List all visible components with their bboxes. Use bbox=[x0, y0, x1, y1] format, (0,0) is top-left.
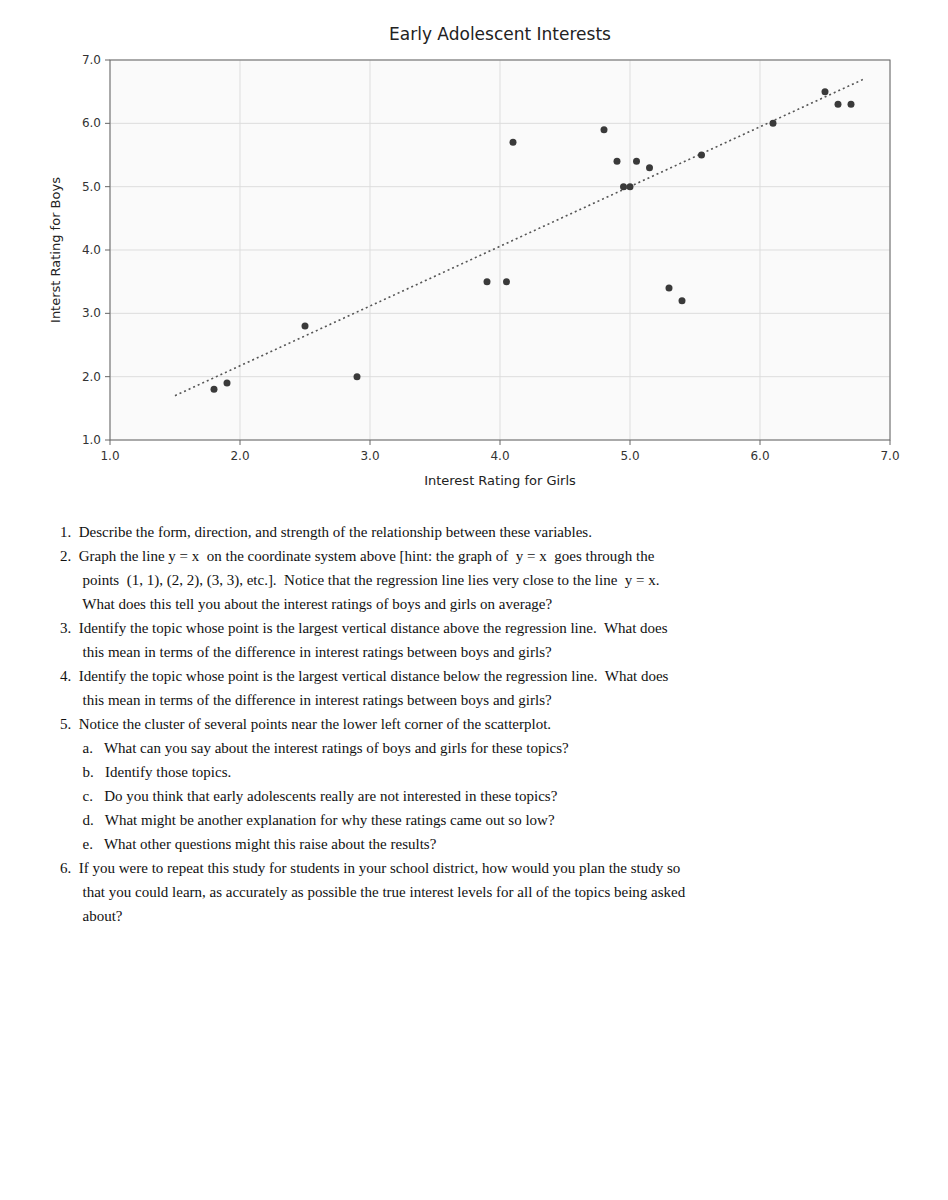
x-tick-label: 4.0 bbox=[490, 449, 509, 463]
x-tick bbox=[500, 440, 501, 445]
question-line: What does this tell you about the intere… bbox=[60, 592, 685, 616]
scatter-point bbox=[770, 120, 777, 127]
question-line: d. What might be another explanation for… bbox=[60, 808, 685, 832]
questions: 1. Describe the form, direction, and str… bbox=[60, 520, 685, 928]
x-tick bbox=[630, 440, 631, 445]
x-tick-label: 1.0 bbox=[100, 449, 119, 463]
scatter-point bbox=[848, 101, 855, 108]
question-line: this mean in terms of the difference in … bbox=[60, 640, 685, 664]
scatter-point bbox=[302, 323, 309, 330]
y-tick bbox=[105, 313, 110, 314]
scatter-point bbox=[698, 152, 705, 159]
y-axis-label: Interst Rating for Boys bbox=[48, 177, 63, 323]
x-tick bbox=[760, 440, 761, 445]
y-tick bbox=[105, 440, 110, 441]
scatter-point bbox=[510, 139, 517, 146]
question-line: 3. Identify the topic whose point is the… bbox=[60, 616, 685, 640]
y-tick bbox=[105, 250, 110, 251]
y-tick-label: 5.0 bbox=[82, 180, 101, 194]
scatter-point bbox=[666, 285, 673, 292]
points bbox=[211, 88, 855, 393]
question-line: points (1, 1), (2, 2), (3, 3), etc.]. No… bbox=[60, 568, 685, 592]
plot-area bbox=[110, 60, 890, 440]
lines bbox=[175, 79, 864, 396]
scatter-point bbox=[679, 297, 686, 304]
y-tick bbox=[105, 376, 110, 377]
scatter-point bbox=[601, 126, 608, 133]
y-tick-label: 3.0 bbox=[82, 306, 101, 320]
question-line: 5. Notice the cluster of several points … bbox=[60, 712, 685, 736]
x-tick bbox=[370, 440, 371, 445]
scatter-point bbox=[211, 386, 218, 393]
question-line: 2. Graph the line y = x on the coordinat… bbox=[60, 544, 685, 568]
x-tick-label: 6.0 bbox=[750, 449, 769, 463]
scatter-point bbox=[835, 101, 842, 108]
y-tick bbox=[105, 123, 110, 124]
grid bbox=[110, 60, 890, 440]
y-grid-line bbox=[110, 186, 890, 187]
question-line: 6. If you were to repeat this study for … bbox=[60, 856, 685, 880]
x-tick-label: 2.0 bbox=[230, 449, 249, 463]
y-tick-label: 2.0 bbox=[82, 370, 101, 384]
plot-frame bbox=[110, 60, 890, 440]
axes: 1.0 2.0 3.0 4.0 5.0 6.0 7.0 1.0 2.0 3.0 4.0 5.0 6.0 7… bbox=[82, 53, 900, 463]
y-tick-label: 7.0 bbox=[82, 53, 101, 67]
x-tick bbox=[890, 440, 891, 445]
question-line: a. What can you say about the interest r… bbox=[60, 736, 685, 760]
regression-line bbox=[175, 79, 864, 396]
question-line: e. What other questions might this raise… bbox=[60, 832, 685, 856]
x-tick-label: 3.0 bbox=[360, 449, 379, 463]
question-line: 1. Describe the form, direction, and str… bbox=[60, 520, 685, 544]
question-line: b. Identify those topics. bbox=[60, 760, 685, 784]
scatter-point bbox=[822, 88, 829, 95]
scatter-point bbox=[354, 373, 361, 380]
question-line: 4. Identify the topic whose point is the… bbox=[60, 664, 685, 688]
scatter-point bbox=[633, 158, 640, 165]
y-tick-label: 4.0 bbox=[82, 243, 101, 257]
question-line: c. Do you think that early adolescents r… bbox=[60, 784, 685, 808]
x-axis-label: Interest Rating for Girls bbox=[424, 473, 576, 488]
scatter-point bbox=[503, 278, 510, 285]
y-tick-label: 1.0 bbox=[82, 433, 101, 447]
scatter-point bbox=[646, 164, 653, 171]
x-tick bbox=[240, 440, 241, 445]
scatter-point bbox=[620, 183, 627, 190]
scatter-point bbox=[627, 183, 634, 190]
y-grid-line bbox=[110, 250, 890, 251]
y-grid-line bbox=[110, 313, 890, 314]
scatter-point bbox=[224, 380, 231, 387]
question-line: this mean in terms of the difference in … bbox=[60, 688, 685, 712]
x-tick bbox=[110, 440, 111, 445]
x-tick-label: 7.0 bbox=[880, 449, 899, 463]
y-grid-line bbox=[110, 376, 890, 377]
y-tick bbox=[105, 60, 110, 61]
chart: 1.0 2.0 3.0 4.0 5.0 6.0 7.0 1.0 2.0 3.0 4.0 5.0 6.0 7… bbox=[0, 0, 948, 500]
scatter-point bbox=[484, 278, 491, 285]
y-tick-label: 6.0 bbox=[82, 116, 101, 130]
scatter-point bbox=[614, 158, 621, 165]
data-layer bbox=[175, 79, 864, 396]
chart-title: Early Adolescent Interests bbox=[389, 24, 611, 44]
question-line: that you could learn, as accurately as p… bbox=[60, 880, 685, 904]
x-tick-label: 5.0 bbox=[620, 449, 639, 463]
y-tick bbox=[105, 186, 110, 187]
question-line: about? bbox=[60, 904, 685, 928]
